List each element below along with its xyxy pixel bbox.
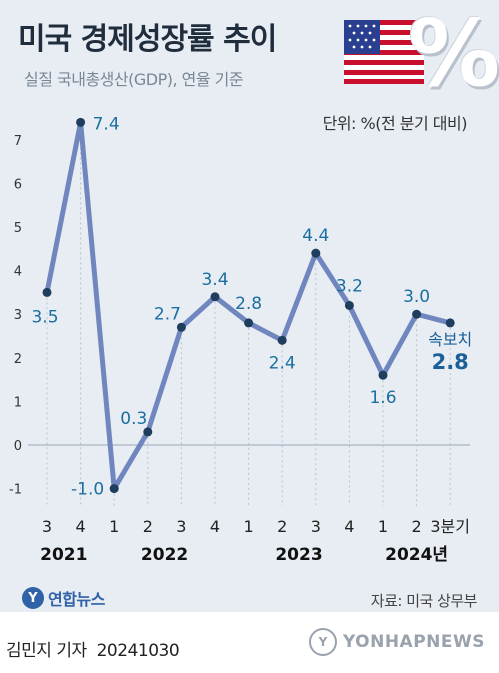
x-tick-label: 1 (109, 517, 119, 536)
publish-date: 20241030 (96, 641, 180, 661)
data-label: 3.4 (201, 270, 228, 290)
data-point (244, 318, 254, 328)
year-label: 2024년 (385, 545, 448, 565)
reporter-name: 김민지 기자 (6, 641, 87, 661)
data-label: 3.0 (403, 287, 430, 307)
byline: 김민지 기자 20241030 (6, 636, 180, 661)
x-tick-label: 2 (277, 517, 287, 536)
annotation-label: 속보치 (428, 330, 472, 349)
data-label: 3.5 (31, 307, 58, 327)
data-label: 2.7 (154, 304, 181, 324)
data-point (109, 484, 119, 494)
source-note: 자료: 미국 상무부 (370, 592, 478, 610)
y-tick-label: 5 (14, 221, 22, 236)
data-point (76, 117, 86, 127)
logo-text: 연합뉴스 (48, 590, 105, 609)
y-tick-label: 3 (14, 308, 22, 323)
percent-icon: % (408, 0, 499, 107)
x-tick-label: 4 (76, 517, 86, 536)
data-point (378, 370, 388, 380)
year-label: 2022 (141, 545, 188, 565)
data-point (42, 287, 52, 297)
year-label: 2021 (40, 545, 87, 565)
watermark: Y YONHAPNEWS (308, 628, 485, 656)
x-tick-label: 1 (378, 517, 388, 536)
data-label: 4.4 (302, 226, 329, 246)
data-label: 2.8 (432, 350, 469, 374)
watermark-text: YONHAPNEWS (342, 632, 485, 652)
x-tick-label: 3분기 (430, 517, 470, 536)
x-tick-label: 3 (176, 517, 186, 536)
y-tick-label: 4 (14, 265, 22, 280)
y-tick-label: 6 (14, 177, 22, 192)
y-tick-label: 1 (14, 395, 22, 410)
yonhap-logo-icon: Y (22, 587, 44, 609)
yonhap-logo: Y 연합뉴스 (22, 586, 105, 610)
data-label: 3.2 (336, 276, 363, 296)
x-tick-label: 3 (42, 517, 52, 536)
data-point (210, 292, 220, 302)
year-label: 2023 (275, 545, 322, 565)
chart-panel (0, 0, 499, 612)
data-label: 0.3 (120, 409, 147, 429)
data-label: 7.4 (93, 114, 120, 134)
chart-subtitle: 실질 국내총생산(GDP), 연율 기준 (24, 70, 244, 89)
y-tick-label: 0 (14, 439, 22, 454)
chart-title: 미국 경제성장률 추이 (18, 22, 277, 57)
data-point (344, 300, 354, 310)
unit-label: 단위: %(전 분기 대비) (322, 114, 468, 133)
line-chart: -1 0 1 2 3 4 5 6 7 3.5 7.4 -1.0 0.3 2.7 3.4 2.8 2.4 4.4 3.… (9, 114, 472, 565)
data-point (143, 427, 153, 437)
data-point (311, 248, 321, 258)
x-tick-label: 4 (344, 517, 354, 536)
data-point (176, 322, 186, 332)
y-tick-label: 2 (14, 352, 22, 367)
x-tick-label: 1 (244, 517, 254, 536)
x-tick-label: 2 (412, 517, 422, 536)
data-label: -1.0 (71, 480, 104, 500)
data-point (277, 335, 287, 345)
x-tick-label: 3 (311, 517, 321, 536)
data-point (445, 318, 455, 328)
x-tick-label: 2 (143, 517, 153, 536)
data-label: 2.8 (235, 294, 262, 314)
watermark-logo-icon: Y (308, 628, 337, 656)
data-label: 2.4 (269, 353, 296, 373)
data-point (412, 309, 422, 319)
x-tick-label: 4 (210, 517, 220, 536)
data-label: 1.6 (369, 388, 396, 408)
y-tick-label: -1 (9, 483, 22, 498)
us-flag-icon (344, 20, 424, 84)
y-tick-label: 7 (14, 134, 22, 149)
